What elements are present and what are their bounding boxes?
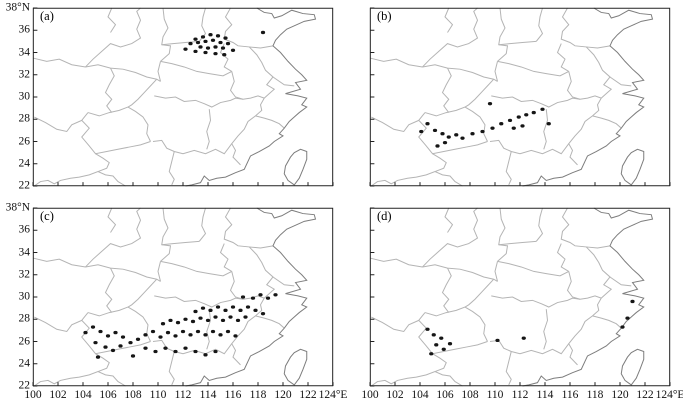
map-panel-a: (a) bbox=[33, 8, 333, 186]
x-axis-tick-label: 102 bbox=[49, 389, 67, 401]
x-axis-labels-right-column: 100 102 104 106 108 110 112 114 116 118 120 122 124°… bbox=[361, 386, 683, 408]
x-axis-tick-label: 122 bbox=[636, 389, 654, 401]
data-points bbox=[83, 293, 278, 359]
y-axis-tick-label: 24 bbox=[18, 357, 31, 369]
x-axis-tick-label: 114 bbox=[199, 389, 217, 401]
x-axis-tick-label: 112 bbox=[511, 389, 529, 401]
y-axis-labels-top-row: 38°N 36 34 32 30 28 26 24 22 bbox=[0, 2, 33, 191]
x-axis-tick-label: 114 bbox=[536, 389, 554, 401]
y-axis-tick-label: 26 bbox=[18, 334, 31, 347]
axis-ticks bbox=[370, 208, 670, 386]
map-panel-b: (b) bbox=[370, 8, 670, 186]
x-axis-tick-label: 120 bbox=[274, 389, 292, 401]
x-axis-tick-label: 116 bbox=[224, 389, 242, 401]
province-boundaries bbox=[33, 208, 316, 386]
y-axis-tick-label: 30 bbox=[18, 90, 31, 103]
x-axis-tick-label: 124°E bbox=[318, 389, 348, 401]
coastline bbox=[186, 208, 316, 386]
taiwan-island bbox=[621, 149, 644, 185]
x-axis-tick-label: 118 bbox=[249, 389, 267, 401]
data-points bbox=[419, 102, 551, 148]
y-axis-tick-label: 26 bbox=[18, 134, 31, 147]
taiwan-island bbox=[284, 349, 307, 385]
taiwan-island bbox=[621, 349, 644, 385]
x-axis-tick-label: 120 bbox=[611, 389, 629, 401]
axis-ticks bbox=[33, 8, 333, 186]
x-axis-tick-label: 122 bbox=[299, 389, 317, 401]
panel-label-a: (a) bbox=[40, 9, 54, 23]
coastline bbox=[186, 8, 316, 186]
x-axis-tick-label: 110 bbox=[149, 389, 167, 401]
coastline bbox=[523, 8, 653, 186]
map-canvas-d bbox=[370, 208, 670, 386]
taiwan-island bbox=[284, 149, 307, 185]
x-axis-tick-label: 106 bbox=[99, 389, 117, 401]
x-axis-tick-label: 112 bbox=[174, 389, 192, 401]
x-axis-tick-label: 104 bbox=[74, 389, 92, 401]
map-panel-d: (d) bbox=[370, 208, 670, 386]
y-axis-tick-label: 32 bbox=[18, 68, 31, 80]
panel-label-b: (b) bbox=[377, 9, 392, 23]
province-boundaries bbox=[33, 8, 316, 186]
x-axis-tick-label: 102 bbox=[386, 389, 404, 401]
y-axis-tick-label: 22 bbox=[18, 379, 31, 392]
x-axis-labels-left-column: 100 102 104 106 108 110 112 114 116 118 120 122 124°… bbox=[24, 386, 347, 408]
axis-ticks bbox=[33, 208, 333, 386]
panel-label-c: (c) bbox=[40, 209, 54, 223]
data-points bbox=[425, 299, 635, 356]
province-boundaries bbox=[370, 8, 653, 186]
x-axis-tick-label: 116 bbox=[561, 389, 579, 401]
x-axis-tick-label: 124°E bbox=[655, 389, 683, 401]
y-axis-tick-label: 36 bbox=[18, 223, 31, 236]
map-canvas-a bbox=[33, 8, 333, 186]
data-points bbox=[183, 30, 266, 57]
y-axis-tick-label: 22 bbox=[18, 179, 31, 192]
y-axis-tick-label: 34 bbox=[18, 45, 31, 58]
x-axis-tick-label: 104 bbox=[411, 389, 429, 401]
x-axis-tick-label: 108 bbox=[124, 389, 142, 401]
y-axis-labels-bottom-row: 38°N 36 34 32 30 28 26 24 22 bbox=[0, 202, 33, 391]
map-canvas-b bbox=[370, 8, 670, 186]
y-axis-tick-label: 28 bbox=[18, 312, 31, 325]
y-axis-tick-label: 38°N bbox=[5, 1, 30, 14]
y-axis-tick-label: 28 bbox=[18, 112, 31, 125]
x-axis-tick-label: 100 bbox=[24, 389, 42, 401]
y-axis-tick-label: 38°N bbox=[5, 201, 30, 214]
y-axis-tick-label: 34 bbox=[18, 245, 31, 258]
map-panel-c: (c) bbox=[33, 208, 333, 386]
y-axis-tick-label: 36 bbox=[18, 23, 31, 36]
panel-label-d: (d) bbox=[377, 209, 392, 223]
x-axis-tick-label: 110 bbox=[486, 389, 504, 401]
y-axis-tick-label: 32 bbox=[18, 268, 31, 280]
x-axis-tick-label: 118 bbox=[586, 389, 604, 401]
x-axis-tick-label: 108 bbox=[461, 389, 479, 401]
map-canvas-c bbox=[33, 208, 333, 386]
y-axis-tick-label: 30 bbox=[18, 290, 31, 303]
x-axis-tick-label: 106 bbox=[436, 389, 454, 401]
coastline bbox=[523, 208, 653, 386]
axis-ticks bbox=[370, 8, 670, 186]
x-axis-tick-label: 100 bbox=[361, 389, 379, 401]
y-axis-tick-label: 24 bbox=[18, 157, 31, 169]
province-boundaries bbox=[370, 208, 653, 386]
